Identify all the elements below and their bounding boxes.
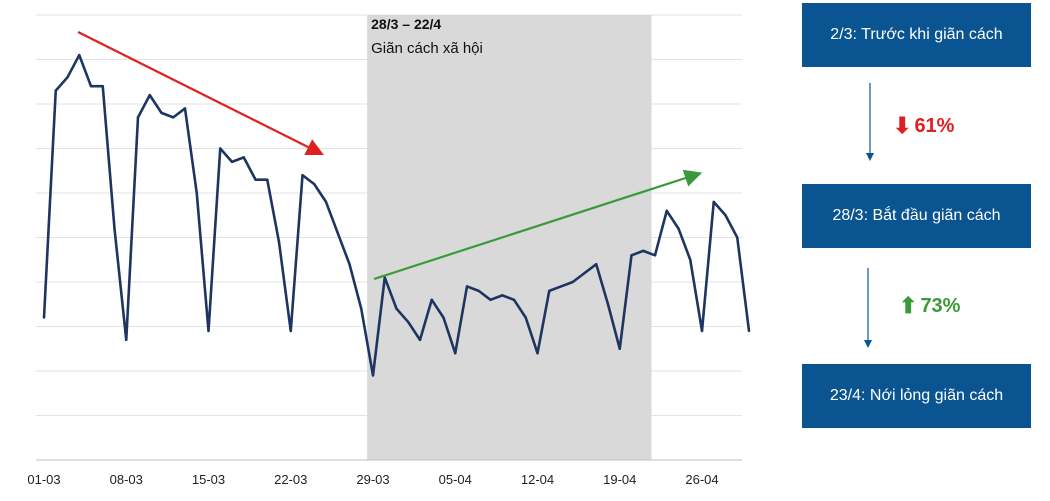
data-point [301, 174, 304, 177]
data-point [653, 254, 657, 257]
data-point [642, 249, 645, 253]
stage-start-distancing: 28/3: Bắt đầu giãn cách [802, 184, 1031, 248]
data-point [489, 298, 492, 301]
data-point [618, 347, 621, 350]
data-point [512, 298, 516, 301]
data-point [195, 191, 198, 195]
data-point [736, 236, 739, 239]
data-point [113, 227, 116, 230]
flow-down-arrow-1 [866, 83, 874, 161]
x-tick-label: 01-03 [27, 472, 60, 487]
data-point [430, 298, 433, 301]
data-point [348, 263, 351, 266]
data-point [383, 276, 386, 279]
stage-label: 28/3: Bắt đầu giãn cách [832, 207, 1001, 224]
distancing-period-shade [367, 15, 652, 460]
data-point [324, 200, 328, 204]
increase-change: ⬆ 73% [899, 293, 960, 319]
data-point [89, 85, 93, 88]
data-point [442, 316, 445, 319]
data-point [160, 111, 163, 115]
x-tick-label: 26-04 [685, 472, 718, 487]
data-point [700, 329, 704, 333]
up-trend-arrow [373, 169, 703, 281]
data-point [148, 93, 151, 97]
data-point [125, 338, 128, 342]
increase-percent: 73% [920, 294, 961, 317]
x-tick-label: 12-04 [521, 472, 554, 487]
data-point [277, 240, 281, 244]
data-point [78, 53, 81, 57]
data-point [501, 294, 504, 297]
data-point [571, 280, 574, 284]
data-point [219, 147, 222, 150]
data-point [665, 209, 668, 212]
x-tick-labels: 01-03 08-03 15-03 22-03 29-03 05-04 12-04 19-04… [27, 472, 718, 487]
x-tick-label: 05-04 [439, 472, 472, 487]
stage-relax-distancing: 23/4: Nới lỏng giãn cách [802, 364, 1031, 428]
data-point [407, 320, 410, 324]
data-point [266, 178, 269, 181]
data-point [677, 227, 680, 230]
data-point [360, 307, 363, 310]
data-point [230, 160, 234, 164]
data-point [548, 289, 551, 293]
data-point [465, 285, 469, 288]
down-arrow-icon: ⬇ [893, 113, 912, 138]
data-point [336, 231, 339, 235]
data-point [595, 263, 598, 266]
data-point [207, 329, 210, 333]
decline-percent: 61% [914, 114, 955, 137]
data-point [242, 156, 245, 159]
data-point [536, 352, 539, 355]
x-tick-label: 15-03 [192, 472, 225, 487]
x-tick-label: 29-03 [356, 472, 389, 487]
shaded-period-title: 28/3 – 22/4 [371, 16, 441, 32]
data-point [136, 116, 140, 119]
x-tick-label: 22-03 [274, 472, 307, 487]
stage-before-distancing: 2/3: Trước khi giãn cách [802, 3, 1031, 67]
x-tick-label: 08-03 [110, 472, 143, 487]
data-point [454, 352, 457, 355]
data-point [172, 116, 175, 119]
shaded-period-subtitle: Giãn cách xã hội [371, 40, 483, 57]
down-trend-arrow [77, 31, 324, 155]
data-point [712, 200, 715, 204]
stage-label: 2/3: Trước khi giãn cách [830, 26, 1003, 43]
decline-change: ⬇ 61% [893, 113, 954, 139]
data-point [183, 107, 187, 110]
data-point [371, 374, 375, 377]
data-point [54, 89, 57, 92]
x-tick-label: 19-04 [603, 472, 636, 487]
data-point [477, 289, 480, 293]
data-point [42, 316, 46, 319]
data-point [524, 316, 527, 319]
data-point [689, 258, 692, 261]
data-point [395, 307, 398, 310]
data-point [583, 271, 586, 275]
data-point [418, 338, 422, 342]
data-point [724, 214, 727, 217]
up-arrow-icon: ⬆ [899, 293, 918, 318]
traffic-line-chart: 28/3 – 22/4 Giãn cách xã hội 01-03 08-03 1… [27, 14, 751, 487]
data-point [606, 303, 610, 306]
data-points [42, 53, 751, 377]
data-point [101, 85, 104, 88]
data-point [559, 285, 563, 288]
flow-down-arrow-2 [864, 268, 872, 348]
data-point [630, 254, 633, 257]
data-point [289, 329, 292, 333]
data-point [747, 329, 751, 333]
data-point [254, 178, 257, 181]
data-point [313, 182, 316, 186]
stage-label: 23/4: Nới lỏng giãn cách [829, 387, 1004, 404]
data-point [66, 76, 69, 79]
